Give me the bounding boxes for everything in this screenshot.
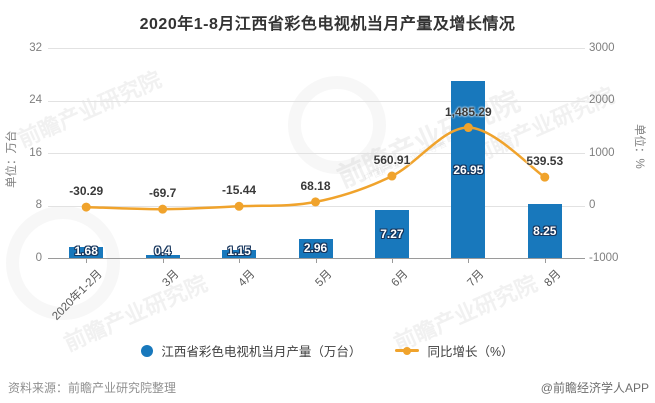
- gridline: [48, 153, 585, 154]
- growth-line-chart: [81, 123, 550, 214]
- line-value-label: -30.29: [69, 184, 104, 199]
- x-axis-label-8月: 8月: [542, 268, 564, 290]
- bar-5月: [298, 238, 333, 258]
- x-axis-tick: [544, 258, 546, 263]
- bar-4月: [222, 250, 257, 258]
- credit-note: @前瞻经济学人APP: [540, 381, 649, 395]
- legend-item-production: 江西省彩色电视机当月产量（万台）: [141, 341, 361, 360]
- x-axis-label-5月: 5月: [312, 268, 335, 290]
- line-data-point: [463, 123, 473, 133]
- line-value-label: 68.18: [300, 178, 331, 193]
- line-value-label: -15.44: [222, 183, 257, 198]
- x-axis-tick: [468, 258, 470, 263]
- line-value-label: -69.7: [148, 186, 177, 201]
- line-value-label: 1,485.29: [444, 104, 492, 119]
- x-axis-label-3月: 3月: [160, 268, 182, 290]
- bar-value-label: 7.27: [380, 227, 404, 242]
- bar-value-label: 0.4: [154, 244, 171, 258]
- x-axis-label-2020年1-2月: 2020年1-2月: [50, 268, 105, 323]
- line-data-point: [234, 201, 244, 211]
- left-axis-tick-label: 0: [35, 251, 42, 264]
- legend-label: 同比增长（%）: [427, 345, 514, 359]
- bar-value-label: 2.96: [303, 241, 328, 256]
- bar-value-label: 26.95: [453, 162, 484, 177]
- legend-item-growth: 同比增长（%）: [395, 341, 514, 360]
- line-series-legend-marker-icon: [395, 346, 420, 355]
- line-data-point: [81, 202, 91, 212]
- line-data-point: [540, 172, 550, 182]
- right-axis-tick-label: -1000: [589, 251, 619, 264]
- gridline: [48, 100, 585, 102]
- x-axis-tick: [315, 258, 317, 263]
- bar-value-label: 1.15: [227, 244, 251, 258]
- right-axis-tick-label: 1000: [589, 146, 615, 159]
- x-axis-tick: [86, 258, 88, 263]
- bar-value-label: 8.25: [533, 223, 557, 238]
- gridline: [48, 48, 585, 49]
- x-axis-label-7月: 7月: [465, 268, 487, 290]
- left-axis-tick-label: 32: [29, 41, 42, 54]
- x-axis-tick: [239, 258, 241, 263]
- line-data-point: [158, 204, 168, 214]
- line-data-point: [387, 171, 397, 181]
- x-axis-tick: [391, 258, 393, 263]
- bar-8月: [527, 203, 562, 258]
- right-axis-tick-label: 2000: [589, 94, 615, 106]
- left-axis-tick-label: 16: [29, 146, 42, 159]
- left-axis-tick-label: 24: [29, 94, 42, 106]
- line-value-label: 560.91: [373, 153, 411, 168]
- chart-title: 2020年1-8月江西省彩色电视机当月产量及增长情况: [139, 16, 516, 33]
- legend-label: 江西省彩色电视机当月产量（万台）: [161, 345, 362, 359]
- plot-area: 1.68 0.4 1.15 2.96 7.27 26.95 8.25 -30.29 -69.7 -…: [48, 48, 585, 259]
- bar-series-legend-marker-icon: [141, 344, 154, 357]
- line-value-label: 539.53: [526, 154, 564, 169]
- bar-7月: [451, 81, 486, 258]
- bar-2020年1-2月: [69, 246, 104, 258]
- x-axis-label-6月: 6月: [389, 268, 411, 290]
- data-source-note: 资料来源：前瞻产业研究院整理: [8, 381, 177, 395]
- chart-legend: 江西省彩色电视机当月产量（万台） 同比增长（%）: [0, 341, 655, 360]
- bar-6月: [374, 210, 409, 258]
- x-axis-label-4月: 4月: [236, 268, 258, 290]
- bar-value-label: 1.68: [74, 244, 98, 258]
- bar-3月: [145, 255, 180, 258]
- left-axis-tick-label: 8: [35, 199, 42, 211]
- x-axis-line: [48, 258, 585, 259]
- right-axis-tick-label: 3000: [589, 41, 615, 54]
- x-axis-tick: [162, 258, 164, 263]
- right-axis-unit-label: 单位：%: [633, 124, 645, 169]
- line-data-point: [311, 197, 320, 207]
- right-axis-tick-label: 0: [589, 199, 596, 211]
